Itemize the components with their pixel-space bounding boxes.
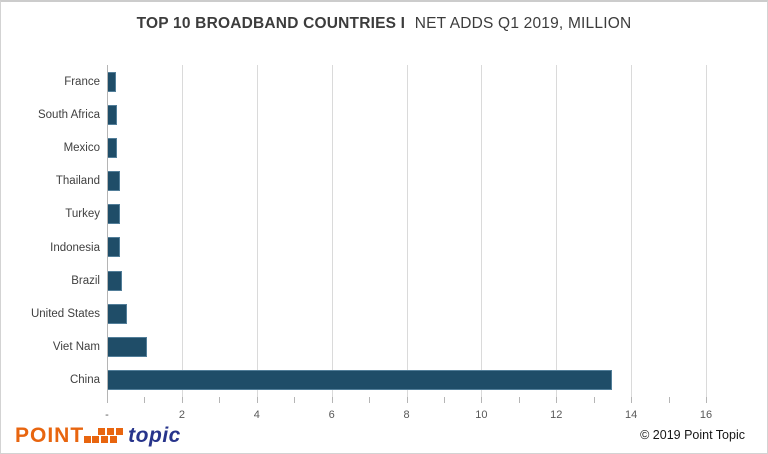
gridline-14: [631, 65, 633, 397]
x-tick-label: 16: [699, 409, 713, 421]
logo-topic-text: topic: [128, 424, 181, 447]
gridline-2: [181, 65, 183, 397]
logo-dot: [116, 428, 124, 435]
logo-point-text: POINT: [15, 424, 85, 447]
bar-mexico: [107, 137, 118, 158]
x-axis-tick: [593, 397, 595, 403]
bar-viet-nam: [107, 337, 148, 357]
gridline-8: [406, 65, 408, 397]
bar-brazil: [107, 270, 123, 291]
bar-row: Brazil: [71, 264, 706, 297]
category-label: Indonesia: [50, 241, 100, 254]
chart-title-regular: NET ADDS Q1 2019, MILLION: [414, 15, 632, 32]
x-axis-tick: [668, 397, 670, 403]
chart-title: TOP 10 BROADBAND COUNTRIES I NET ADDS Q1…: [1, 15, 767, 33]
x-axis-tick: [518, 397, 520, 403]
x-axis-tick: [181, 397, 183, 403]
logo-dot: [98, 428, 106, 435]
category-label: Brazil: [71, 274, 100, 287]
x-tick-label: -: [105, 409, 109, 421]
logo-pixel-dots-icon: [84, 425, 125, 446]
bar-thailand: [107, 171, 120, 192]
logo-dot: [101, 436, 109, 443]
copyright-text: © 2019 Point Topic: [640, 428, 745, 442]
gridline-4: [256, 65, 258, 397]
gridline-6: [331, 65, 333, 397]
bar-united-states: [107, 303, 127, 324]
x-axis-tick: [556, 397, 558, 403]
bar-row: South Africa: [38, 98, 706, 131]
x-axis-tick: [331, 397, 333, 403]
bar-row: Viet Nam: [53, 331, 706, 364]
category-label: Mexico: [63, 141, 100, 154]
x-tick-label: 4: [253, 409, 260, 421]
x-tick-label: 2: [178, 409, 185, 421]
x-tick-label: 10: [475, 409, 488, 421]
bar-china: [107, 370, 613, 391]
y-axis-line: [107, 65, 108, 403]
x-axis-tick: [443, 397, 445, 403]
plot-area: France South Africa Mexico Thailand Turkey In…: [31, 65, 712, 421]
x-axis-tick: [256, 397, 258, 403]
x-axis-tick: [481, 397, 483, 403]
category-label: France: [64, 75, 100, 88]
category-label: Turkey: [65, 208, 100, 221]
x-axis-tick: [406, 397, 408, 403]
x-axis-tick: [631, 397, 633, 403]
bar-indonesia: [107, 237, 121, 258]
point-topic-logo: POINT topic: [15, 420, 181, 446]
bar-row: Thailand: [56, 165, 706, 198]
logo-dot: [110, 436, 118, 443]
category-label: Viet Nam: [52, 341, 100, 354]
bar-south-africa: [107, 104, 118, 125]
category-label: Thailand: [55, 175, 100, 188]
bar-row: China: [70, 364, 706, 397]
x-axis-tick: [144, 397, 146, 403]
gridline-16: [706, 65, 707, 397]
bar-turkey: [107, 204, 121, 225]
gridline-12: [556, 65, 558, 397]
category-label: China: [69, 374, 100, 387]
logo-dot: [84, 436, 92, 443]
x-tick-label: 8: [403, 409, 410, 421]
bar-france: [107, 71, 117, 92]
chart-title-bold: TOP 10 BROADBAND COUNTRIES I: [136, 15, 406, 32]
x-axis-tick: [369, 397, 371, 403]
bar-row: Indonesia: [50, 231, 706, 264]
bar-row: Mexico: [64, 131, 706, 164]
x-tick-label: 12: [550, 409, 563, 421]
bar-row: Turkey: [65, 198, 706, 231]
x-axis-tick: [706, 397, 707, 403]
logo-dot: [92, 436, 100, 443]
x-tick-label: 14: [625, 409, 638, 421]
logo-dot: [107, 428, 115, 435]
x-axis-tick: [219, 397, 221, 403]
x-axis-tick: [294, 397, 296, 403]
category-label: United States: [30, 307, 100, 320]
gridline-10: [481, 65, 483, 397]
x-tick-label: 6: [328, 409, 335, 421]
bar-row: United States: [31, 297, 706, 330]
category-label: South Africa: [37, 108, 100, 121]
bar-row: France: [64, 65, 706, 98]
